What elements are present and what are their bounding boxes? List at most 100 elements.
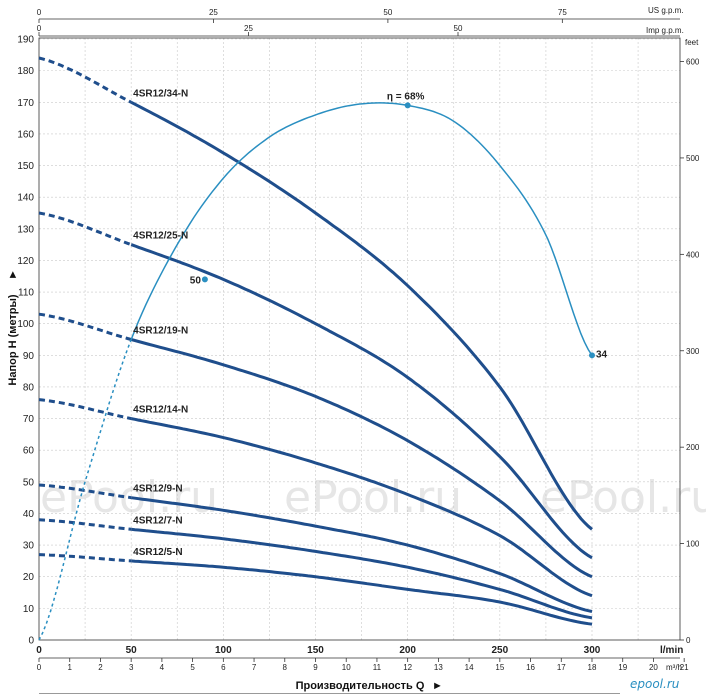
x-tick-label-lmin: 250 bbox=[491, 645, 508, 656]
y-tick-label: 170 bbox=[17, 98, 34, 109]
efficiency-dashed-segment bbox=[38, 339, 132, 641]
x-tick-label-m3h: 3 bbox=[129, 663, 134, 672]
us-gpm-unit: US g.p.m. bbox=[648, 6, 684, 15]
plot-frame bbox=[38, 37, 681, 641]
m3h-unit: m³/h bbox=[666, 663, 682, 672]
x-tick-label-m3h: 5 bbox=[190, 663, 195, 672]
lmin-unit: l/min bbox=[660, 645, 683, 656]
x-tick-label-impgpm: 0 bbox=[37, 24, 42, 33]
x-axis-title: Производительность Q bbox=[296, 680, 425, 692]
x-tick-label-usgpm: 50 bbox=[383, 8, 392, 17]
watermark-right: ePool.ru bbox=[540, 472, 706, 523]
x-tick-label-m3h: 13 bbox=[434, 663, 443, 672]
y-tick-label-feet: 400 bbox=[686, 250, 700, 259]
y-tick-label: 180 bbox=[17, 66, 34, 77]
x-tick-label-m3h: 14 bbox=[465, 663, 474, 672]
x-tick-label-m3h: 11 bbox=[373, 663, 382, 672]
x-tick-label-m3h: 10 bbox=[342, 663, 351, 672]
series-label: 4SR12/14-N bbox=[133, 405, 188, 416]
efficiency-marker bbox=[589, 352, 595, 359]
feet-unit: feet bbox=[685, 38, 699, 47]
series-line bbox=[130, 417, 593, 598]
y-tick-label-feet: 300 bbox=[686, 347, 700, 356]
x-tick-label-lmin: 100 bbox=[215, 645, 232, 656]
series-dashed-segment bbox=[38, 312, 132, 341]
curve-labels: 4SR12/34-N 4SR12/25-N 4SR12/19-N 4SR12/14-N… bbox=[133, 88, 188, 558]
x-tick-label-m3h: 21 bbox=[680, 663, 689, 672]
y-tick-label: 10 bbox=[23, 604, 35, 615]
series-dashed-segment bbox=[38, 398, 132, 421]
x-tick-label-usgpm: 0 bbox=[37, 8, 42, 17]
y-tick-label-feet: 0 bbox=[686, 636, 691, 645]
y-tick-label: 60 bbox=[23, 446, 35, 457]
series-line bbox=[131, 527, 593, 620]
logo-box bbox=[624, 674, 692, 692]
x-tick-label-m3h: 15 bbox=[495, 663, 504, 672]
efficiency-line bbox=[130, 102, 593, 356]
x-tick-label-m3h: 12 bbox=[403, 663, 412, 672]
series-label: 4SR12/5-N bbox=[133, 547, 182, 558]
y-tick-label: 120 bbox=[17, 256, 34, 267]
y-tick-label-feet: 200 bbox=[686, 443, 700, 452]
efficiency-marker-label: 34 bbox=[596, 349, 608, 360]
y-tick-label: 190 bbox=[17, 35, 34, 46]
y-axis-arrow: ► bbox=[7, 269, 19, 280]
series-label: 4SR12/19-N bbox=[133, 326, 188, 337]
series-dashed-segment bbox=[38, 56, 132, 104]
x-tick-label-m3h: 1 bbox=[67, 663, 72, 672]
series-label: 4SR12/25-N bbox=[133, 231, 188, 242]
logo: epool.ru bbox=[630, 677, 680, 691]
x-tick-label-m3h: 8 bbox=[283, 663, 288, 672]
x-tick-label-impgpm: 50 bbox=[454, 24, 463, 33]
imp-gpm-unit: Imp g.p.m. bbox=[646, 26, 684, 35]
series-line bbox=[130, 338, 593, 579]
y-tick-label: 140 bbox=[17, 193, 34, 204]
y-tick-label: 70 bbox=[23, 414, 35, 425]
x-tick-label-m3h: 2 bbox=[98, 663, 103, 672]
x-tick-label-m3h: 6 bbox=[221, 663, 226, 672]
series-label: 4SR12/34-N bbox=[133, 88, 188, 99]
series-dashed-segment bbox=[38, 553, 132, 563]
x-tick-label-lmin: 150 bbox=[307, 645, 324, 656]
series-label: 4SR12/9-N bbox=[133, 484, 182, 495]
y-tick-label: 130 bbox=[17, 224, 34, 235]
y-tick-label: 40 bbox=[23, 509, 35, 520]
axis-ticks: 0102030405060708090100110120130140150160… bbox=[17, 8, 700, 672]
x-tick-label-lmin: 0 bbox=[36, 645, 42, 656]
y-axis-title: Напор Н (метры) bbox=[7, 294, 19, 385]
efficiency-peak-label: η = 68% bbox=[387, 91, 425, 102]
x-tick-label-lmin: 200 bbox=[399, 645, 416, 656]
x-tick-label-impgpm: 25 bbox=[244, 24, 253, 33]
x-tick-label-m3h: 17 bbox=[557, 663, 566, 672]
y-tick-label-feet: 600 bbox=[686, 58, 700, 67]
x-tick-label-m3h: 7 bbox=[252, 663, 257, 672]
efficiency-marker bbox=[201, 276, 208, 283]
y-axis-title-group: Напор Н (метры) ► bbox=[7, 269, 19, 385]
series-line bbox=[131, 559, 593, 626]
y-tick-label: 90 bbox=[23, 351, 35, 362]
y-tick-label: 150 bbox=[17, 161, 34, 172]
x-tick-label-m3h: 9 bbox=[313, 663, 318, 672]
x-tick-label-usgpm: 25 bbox=[209, 8, 218, 17]
series-label: 4SR12/7-N bbox=[133, 515, 182, 526]
series-line bbox=[130, 100, 593, 531]
grid bbox=[39, 38, 680, 640]
series-dashed-segment bbox=[38, 211, 132, 247]
x-tick-label-m3h: 20 bbox=[649, 663, 658, 672]
x-tick-label-usgpm: 75 bbox=[558, 8, 567, 17]
pump-curves bbox=[38, 56, 593, 626]
watermark-center: ePool.ru bbox=[284, 472, 462, 523]
y-tick-label: 110 bbox=[18, 288, 34, 299]
x-tick-label-m3h: 18 bbox=[588, 663, 597, 672]
x-axis-arrow: ► bbox=[432, 680, 443, 692]
series-dashed-segment bbox=[38, 518, 132, 531]
y-tick-label-feet: 100 bbox=[686, 540, 700, 549]
y-tick-label: 160 bbox=[17, 129, 34, 140]
x-tick-label-lmin: 50 bbox=[126, 645, 138, 656]
series-dashed-segment bbox=[38, 483, 132, 500]
y-tick-label: 50 bbox=[23, 477, 35, 488]
series-line bbox=[130, 496, 593, 613]
x-tick-label-m3h: 19 bbox=[618, 663, 627, 672]
x-tick-label-m3h: 4 bbox=[160, 663, 165, 672]
